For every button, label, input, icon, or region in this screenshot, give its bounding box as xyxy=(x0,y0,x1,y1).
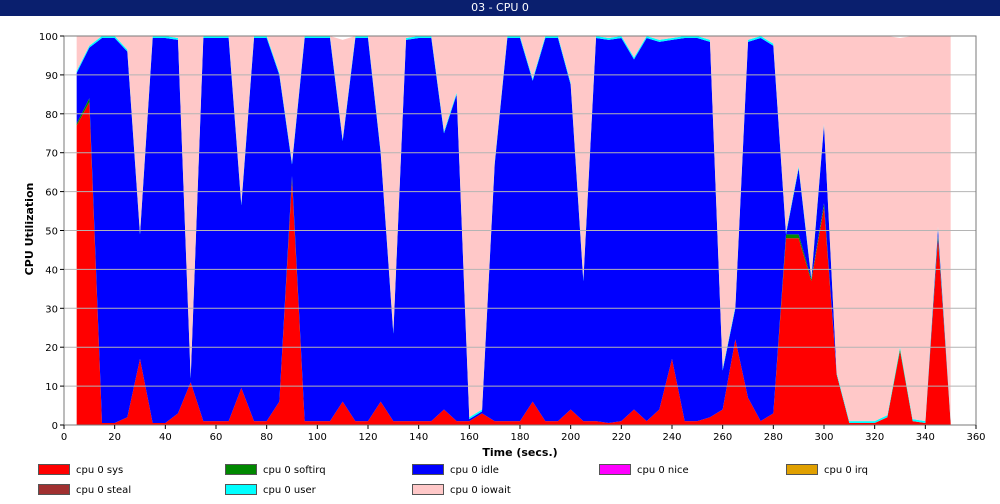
y-tick-label: 30 xyxy=(45,304,58,315)
x-tick-label: 220 xyxy=(612,432,631,443)
x-tick-label: 80 xyxy=(260,432,273,443)
y-axis-label: CPU Utilization xyxy=(23,183,36,276)
legend-swatch xyxy=(225,463,257,475)
x-tick-label: 120 xyxy=(358,432,377,443)
x-tick-label: 260 xyxy=(713,432,732,443)
x-tick-label: 300 xyxy=(814,432,833,443)
legend-swatch xyxy=(599,463,631,475)
legend-label: cpu 0 softirq xyxy=(263,465,326,476)
x-axis-label: Time (secs.) xyxy=(482,446,557,459)
legend-item: cpu 0 softirq xyxy=(225,463,326,478)
window-title: 03 - CPU 0 xyxy=(0,0,1000,16)
x-tick-label: 160 xyxy=(460,432,479,443)
x-tick-label: 180 xyxy=(510,432,529,443)
legend-swatch xyxy=(38,483,70,495)
legend-item: cpu 0 idle xyxy=(412,463,499,478)
legend-item: cpu 0 irq xyxy=(786,463,868,478)
x-tick-label: 200 xyxy=(561,432,580,443)
legend-label: cpu 0 steal xyxy=(76,485,132,496)
y-tick-label: 60 xyxy=(45,188,58,199)
y-tick-label: 100 xyxy=(39,32,58,43)
x-tick-label: 40 xyxy=(159,432,172,443)
x-tick-label: 360 xyxy=(966,432,985,443)
x-tick-label: 340 xyxy=(916,432,935,443)
legend-item: cpu 0 sys xyxy=(38,463,124,478)
legend-item: cpu 0 user xyxy=(225,483,316,498)
chart-legend: cpu 0 sys cpu 0 softirq cpu 0 idle cpu 0 ni… xyxy=(0,462,1000,504)
cpu-utilization-chart: 0 10 20 30 40 50 60 70 80 90 100 0 20 40 60 80 100 120 140… xyxy=(23,32,986,459)
x-tick-label: 0 xyxy=(61,432,67,443)
series-area-cpu-0-sys xyxy=(76,102,951,425)
legend-label: cpu 0 sys xyxy=(76,465,124,476)
x-tick-label: 320 xyxy=(865,432,884,443)
legend-item: cpu 0 iowait xyxy=(412,483,511,498)
x-tick-label: 100 xyxy=(308,432,327,443)
legend-label: cpu 0 iowait xyxy=(450,485,511,496)
legend-swatch xyxy=(38,463,70,475)
x-tick-label: 60 xyxy=(210,432,223,443)
legend-label: cpu 0 idle xyxy=(450,465,499,476)
y-tick-label: 90 xyxy=(45,71,58,82)
legend-swatch xyxy=(412,483,444,495)
series-area-cpu-0-iowait xyxy=(76,36,951,422)
legend-swatch xyxy=(412,463,444,475)
y-tick-label: 10 xyxy=(45,382,58,393)
legend-label: cpu 0 nice xyxy=(637,465,689,476)
x-tick-label: 20 xyxy=(108,432,121,443)
y-tick-label: 80 xyxy=(45,110,58,121)
y-tick-label: 20 xyxy=(45,343,58,354)
x-tick-label: 140 xyxy=(409,432,428,443)
legend-label: cpu 0 user xyxy=(263,485,316,496)
legend-item: cpu 0 nice xyxy=(599,463,689,478)
legend-swatch xyxy=(786,463,818,475)
y-tick-label: 40 xyxy=(45,265,58,276)
y-tick-label: 0 xyxy=(52,421,58,432)
y-tick-label: 50 xyxy=(45,227,58,238)
legend-swatch xyxy=(225,483,257,495)
legend-item: cpu 0 steal xyxy=(38,483,132,498)
x-tick-label: 280 xyxy=(764,432,783,443)
x-tick-label: 240 xyxy=(662,432,681,443)
y-tick-label: 70 xyxy=(45,149,58,160)
legend-label: cpu 0 irq xyxy=(824,465,868,476)
